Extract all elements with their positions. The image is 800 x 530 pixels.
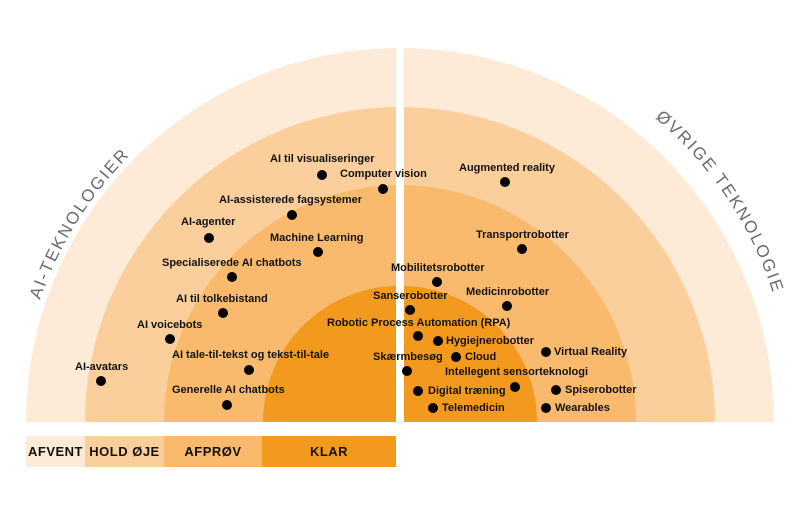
other-item-dot	[500, 177, 510, 187]
other-item-label: Transportrobotter	[476, 229, 569, 241]
legend-afproev: AFPRØV	[164, 436, 262, 467]
ai-item-label: Machine Learning	[270, 232, 364, 244]
ai-item-dot	[218, 308, 228, 318]
other-item-label: Cloud	[465, 351, 497, 363]
other-item-dot	[510, 382, 520, 392]
other-item-dot	[432, 277, 442, 287]
other-item-label: Spiserobotter	[565, 384, 637, 396]
ring-klar-right	[404, 286, 537, 422]
ai-item-label: AI-avatars	[75, 361, 129, 373]
ai-item-label: AI tale-til-tekst og tekst-til-tale	[172, 349, 330, 361]
legend-hold-oeje: HOLD ØJE	[85, 436, 164, 467]
other-item-label: Mobilitetsrobotter	[391, 262, 485, 274]
ai-item-label: AI voicebots	[137, 319, 203, 331]
other-item-label: Hygiejnerobotter	[446, 335, 535, 347]
ai-item-label: AI-agenter	[181, 216, 236, 228]
ai-item-dot	[317, 170, 327, 180]
ai-item-dot	[222, 400, 232, 410]
ai-item-label: Computer vision	[340, 168, 427, 180]
ai-item-dot	[96, 376, 106, 386]
ai-item-dot	[287, 210, 297, 220]
rings-left	[26, 48, 396, 422]
legend-klar: KLAR	[262, 436, 396, 467]
other-item-label: Skærmbesøg	[373, 351, 443, 363]
other-item-dot	[502, 301, 512, 311]
other-item-label: Medicinrobotter	[466, 286, 550, 298]
ai-item-dot	[227, 272, 237, 282]
other-item-dot	[428, 403, 438, 413]
ai-item-label: AI til tolkebistand	[176, 293, 268, 305]
other-item-dot	[541, 403, 551, 413]
ai-item-label: Specialiserede AI chatbots	[162, 257, 302, 269]
ai-item-dot	[204, 233, 214, 243]
other-item-dot	[413, 331, 423, 341]
ai-item-dot	[244, 365, 254, 375]
other-item-label: Telemedicin	[442, 402, 505, 414]
other-item-label: Robotic Process Automation (RPA)	[327, 317, 511, 329]
other-item-label: Sanserobotter	[373, 290, 448, 302]
other-item-dot	[541, 347, 551, 357]
ring-klar-left	[263, 286, 396, 422]
other-item-dot	[451, 352, 461, 362]
other-item-label: Wearables	[555, 402, 610, 414]
other-item-dot	[433, 336, 443, 346]
other-item-label: Augmented reality	[459, 162, 555, 174]
ai-item-dot	[313, 247, 323, 257]
other-item-label: Digital træning	[428, 385, 506, 397]
other-item-dot	[402, 366, 412, 376]
other-item-dot	[413, 386, 423, 396]
ai-item-dot	[165, 334, 175, 344]
rings-right	[404, 48, 775, 422]
ai-item-dot	[378, 184, 388, 194]
legend-afvent: AFVENT	[26, 436, 85, 467]
other-item-dot	[551, 385, 561, 395]
other-item-label: Virtual Reality	[554, 346, 628, 358]
other-item-dot	[405, 305, 415, 315]
other-item-dot	[517, 244, 527, 254]
other-item-label: Intellegent sensorteknologi	[445, 366, 589, 378]
ai-item-label: AI-assisterede fagsystemer	[219, 194, 363, 206]
ai-item-label: AI til visualiseringer	[270, 153, 375, 165]
ai-item-label: Generelle AI chatbots	[172, 384, 285, 396]
legend: AFVENT HOLD ØJE AFPRØV KLAR	[26, 436, 396, 467]
